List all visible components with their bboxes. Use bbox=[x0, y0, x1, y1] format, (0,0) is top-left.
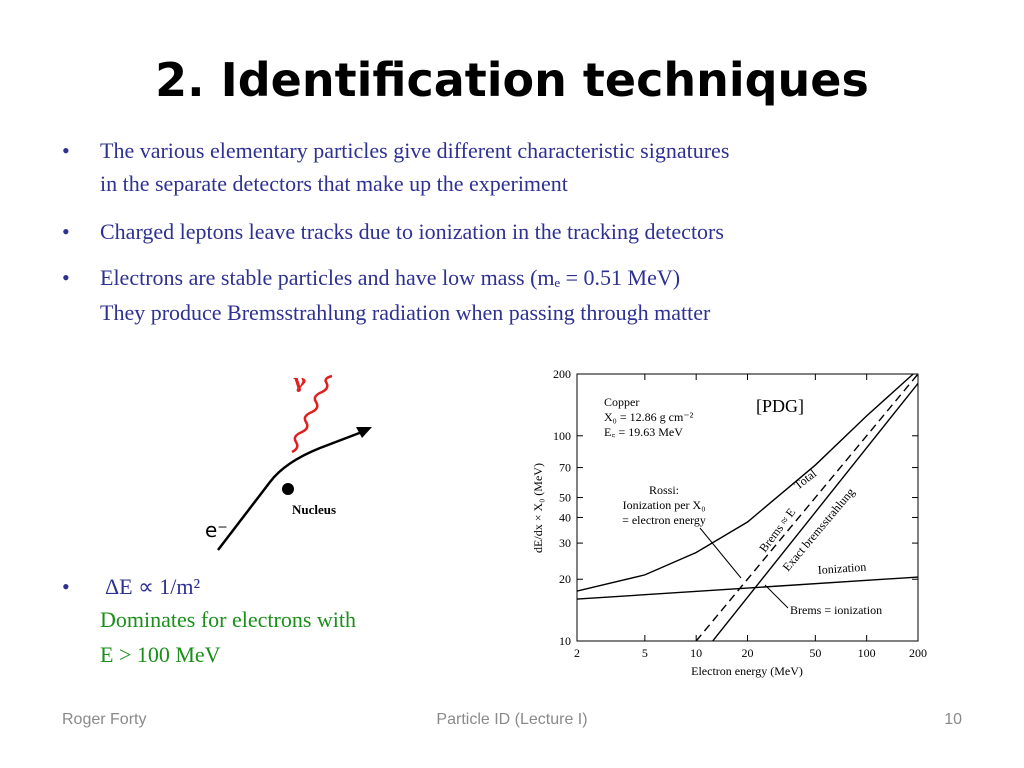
x-tick-label: 50 bbox=[809, 646, 821, 660]
annotation: E꜀ = 19.63 MeV bbox=[604, 425, 683, 439]
y-tick-label: 70 bbox=[559, 461, 571, 475]
annotation: [PDG] bbox=[756, 396, 804, 416]
bullet: • bbox=[62, 219, 70, 244]
photon-label: γ bbox=[293, 369, 307, 393]
electron-track bbox=[217, 430, 363, 551]
annotation: Brems = ionization bbox=[790, 603, 882, 617]
curve-label: Total bbox=[791, 466, 819, 493]
x-tick-label: 200 bbox=[909, 646, 927, 660]
footer-page: 10 bbox=[944, 711, 962, 728]
y-axis-label: dE/dx × X₀ (MeV) bbox=[531, 463, 545, 553]
electron-label: e⁻ bbox=[205, 518, 228, 542]
annotation: X₀ = 12.86 g cm⁻² bbox=[604, 410, 694, 424]
footer-author: Roger Forty bbox=[62, 711, 146, 728]
footer-course: Particle ID (Lecture I) bbox=[436, 711, 587, 728]
bullet-text: Dominates for electrons with bbox=[100, 607, 356, 632]
curve bbox=[695, 374, 918, 641]
annotation: = electron energy bbox=[622, 513, 706, 527]
x-tick-label: 10 bbox=[690, 646, 702, 660]
plot: Electron energy (MeV) dE/dx × X₀ (MeV) C… bbox=[531, 367, 927, 678]
x-tick-label: 5 bbox=[642, 646, 648, 660]
bullet-text: Charged leptons leave tracks due to ioni… bbox=[100, 219, 724, 244]
bullet-text: They produce Bremsstrahlung radiation wh… bbox=[100, 300, 711, 325]
bullet-text: in the separate detectors that make up t… bbox=[100, 171, 568, 196]
annotation: Ionization per X₀ bbox=[623, 498, 706, 512]
pointer bbox=[764, 584, 789, 609]
bullet: • bbox=[62, 265, 70, 290]
curve bbox=[577, 374, 915, 592]
slide-title: 2. Identification techniques bbox=[155, 53, 869, 107]
x-axis-label: Electron energy (MeV) bbox=[691, 664, 803, 678]
y-tick-label: 10 bbox=[559, 634, 571, 648]
bullet-text: The various elementary particles give di… bbox=[100, 138, 729, 163]
bullet: • bbox=[62, 574, 70, 599]
bullet-text: Electrons are stable particles and have … bbox=[100, 265, 680, 290]
curve bbox=[577, 576, 918, 600]
curve-label: Brems ≈ E bbox=[756, 505, 798, 554]
y-tick-label: 40 bbox=[559, 510, 571, 524]
brems-diagram: γ e⁻ Nucleus bbox=[205, 369, 372, 551]
x-tick-label: 20 bbox=[742, 646, 754, 660]
y-tick-label: 100 bbox=[553, 429, 571, 443]
photon-wave bbox=[291, 374, 333, 454]
bullet-text: E > 100 MeV bbox=[100, 642, 221, 667]
y-tick-label: 20 bbox=[559, 572, 571, 586]
x-tick-label: 100 bbox=[858, 646, 876, 660]
y-tick-label: 50 bbox=[559, 491, 571, 505]
annotation: Copper bbox=[604, 395, 639, 409]
arrowhead bbox=[356, 427, 372, 438]
curve-label: Ionization bbox=[817, 560, 867, 577]
annotation: Rossi: bbox=[649, 483, 679, 497]
y-tick-label: 30 bbox=[559, 536, 571, 550]
bullet: • bbox=[62, 138, 70, 163]
nucleus bbox=[282, 483, 294, 495]
pointer bbox=[699, 527, 742, 579]
y-tick-label: 200 bbox=[553, 367, 571, 381]
nucleus-label: Nucleus bbox=[292, 502, 336, 517]
x-tick-label: 2 bbox=[574, 646, 580, 660]
curve bbox=[712, 382, 918, 641]
bullet-text: ΔE ∝ 1/m² bbox=[105, 574, 201, 599]
